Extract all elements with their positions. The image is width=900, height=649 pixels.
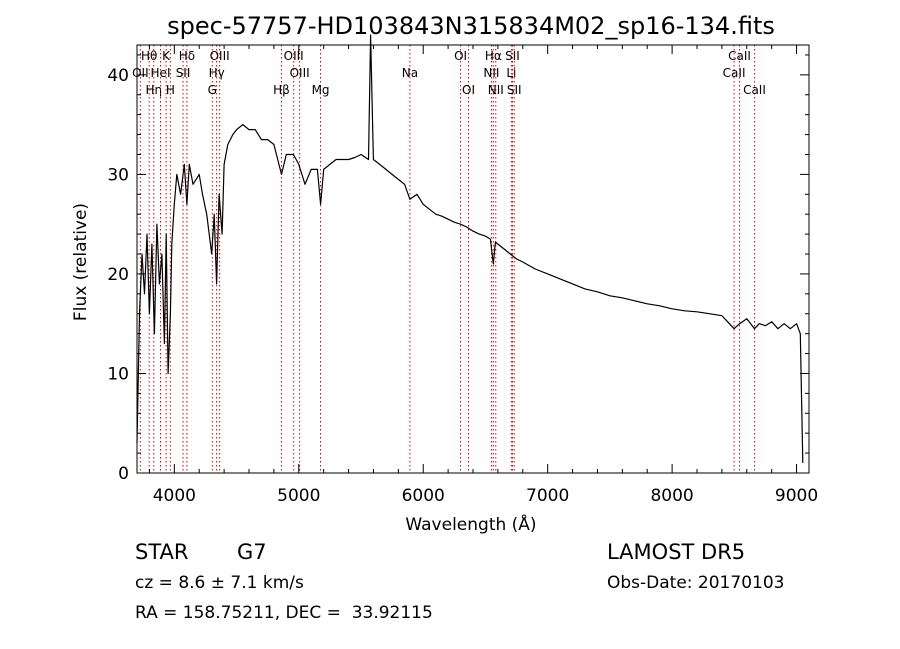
line-marker-label-3: HeI <box>151 66 171 80</box>
coordinates: RA = 158.75211, DEC = 33.92115 <box>135 603 433 623</box>
y-tick-label-30: 30 <box>107 165 129 185</box>
line-marker-label-0: OII <box>132 66 149 80</box>
x-tick-label-9000: 9000 <box>775 486 818 506</box>
object-type: STAR <box>135 540 189 564</box>
line-marker-label-16: OI <box>454 49 467 63</box>
y-axis-label: Flux (relative) <box>71 203 91 321</box>
observation-date: Obs-Date: 20170103 <box>607 573 785 593</box>
line-marker-label-2: Hη <box>145 83 162 97</box>
line-marker-label-8: G <box>208 83 217 97</box>
line-marker-label-13: OIII <box>290 66 310 80</box>
line-marker-label-9: OIII <box>210 49 230 63</box>
line-marker-label-23: SII <box>507 83 522 97</box>
y-tick-label-20: 20 <box>107 265 129 285</box>
x-axis-label: Wavelength (Å) <box>405 513 536 535</box>
x-tick-label-5000: 5000 <box>277 486 320 506</box>
survey-name: LAMOST DR5 <box>607 540 746 564</box>
x-tick-label-7000: 7000 <box>526 486 569 506</box>
spectrum-series <box>136 34 804 464</box>
plot-frame <box>136 44 810 474</box>
line-marker-label-17: OI <box>462 83 475 97</box>
chart-title: spec-57757-HD103843N315834M02_sp16-134.f… <box>167 12 775 40</box>
line-marker-label-1: Hθ <box>141 49 157 63</box>
redshift-value: cz = 8.6 ± 7.1 km/s <box>135 573 304 593</box>
line-marker-label-24: CaII <box>723 66 746 80</box>
spectral-subclass: G7 <box>237 540 267 564</box>
x-tick-label-8000: 8000 <box>650 486 693 506</box>
line-marker-label-20: NII <box>488 83 504 97</box>
line-marker-label-12: OIII <box>284 49 304 63</box>
line-marker-label-5: H <box>166 83 175 97</box>
y-tick-label-0: 0 <box>118 464 129 484</box>
y-tick-label-40: 40 <box>107 66 129 86</box>
line-marker-label-22: SII <box>505 49 520 63</box>
spectrum-line-0 <box>136 34 804 464</box>
axis-ticks: 4000 5000 6000 7000 8000 9000 0 10 20 30 40 <box>107 45 818 506</box>
line-marker-label-11: Hβ <box>273 83 290 97</box>
line-marker-label-21: Li <box>506 66 516 80</box>
y-tick-label-10: 10 <box>107 364 129 384</box>
line-markers: OIIHθHηHeIKHHδSIIGOIIIHγHβOIIIOIIIMgNaOI… <box>132 45 766 473</box>
x-tick-label-6000: 6000 <box>402 486 445 506</box>
line-marker-label-26: CaII <box>743 83 766 97</box>
line-marker-label-25: CaII <box>728 49 751 63</box>
line-marker-label-4: K <box>162 49 171 63</box>
line-marker-label-15: Na <box>402 66 418 80</box>
line-marker-label-14: Mg <box>312 83 330 97</box>
line-marker-label-6: Hδ <box>179 49 195 63</box>
line-marker-label-7: SII <box>176 66 191 80</box>
line-marker-label-19: Hα <box>485 49 502 63</box>
line-marker-label-10: Hγ <box>209 66 225 80</box>
line-marker-label-18: NII <box>483 66 499 80</box>
x-tick-label-4000: 4000 <box>153 486 196 506</box>
